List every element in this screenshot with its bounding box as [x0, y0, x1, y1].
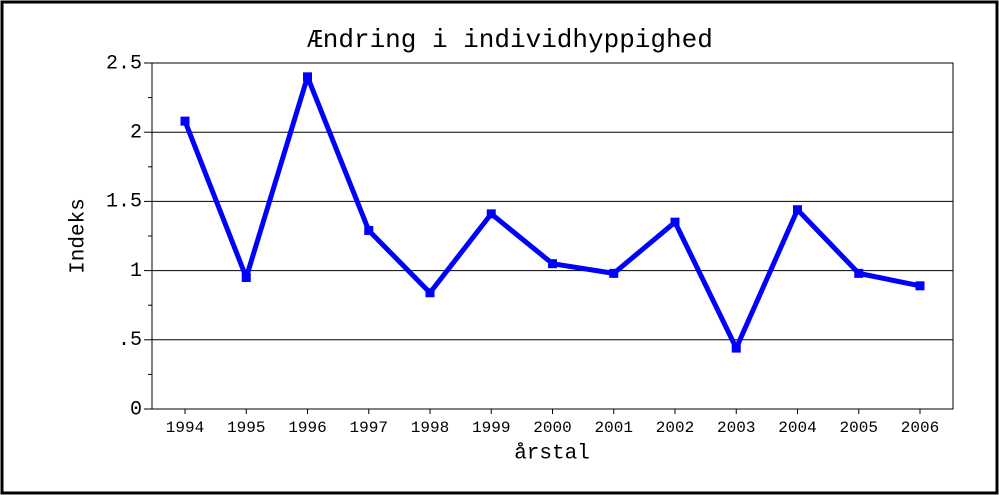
- data-point: [241, 273, 251, 283]
- x-tick-label: 1997: [350, 419, 388, 437]
- x-tick-label: 2001: [595, 419, 633, 437]
- y-tick-label: 1.5: [106, 191, 142, 214]
- data-point: [915, 281, 925, 291]
- x-tick-label: 2004: [778, 419, 816, 437]
- y-tick-label: .5: [118, 329, 142, 352]
- x-tick-label: 1995: [227, 419, 265, 437]
- x-tick-label: 2000: [533, 419, 571, 437]
- x-tick-label: 2005: [840, 419, 878, 437]
- x-axis-label: årstal: [514, 443, 590, 466]
- y-tick-label: 0: [130, 398, 142, 421]
- x-tick-label: 2003: [717, 419, 755, 437]
- x-tick-label: 2006: [901, 419, 939, 437]
- data-point: [425, 288, 435, 298]
- x-tick-label: 2002: [656, 419, 694, 437]
- y-axis-label: Indeks: [68, 198, 91, 274]
- data-point: [303, 72, 312, 82]
- data-point: [180, 116, 190, 126]
- chart-title: Ændring i individhyppighed: [307, 25, 713, 55]
- x-tick-label: 1996: [288, 419, 326, 437]
- data-point: [548, 259, 557, 269]
- y-tick-label: 2.5: [106, 52, 142, 75]
- x-tick-label: 1994: [166, 419, 204, 437]
- x-tick-label: 1999: [472, 419, 510, 437]
- data-point: [854, 268, 864, 278]
- y-tick-label: 1: [130, 260, 142, 283]
- data-point: [731, 343, 741, 353]
- x-tick-label: 1998: [411, 419, 449, 437]
- data-point: [609, 268, 619, 278]
- y-tick-label: 2: [130, 121, 142, 144]
- data-point: [793, 205, 802, 215]
- data-point: [364, 225, 374, 235]
- data-point: [670, 217, 680, 227]
- data-point: [486, 209, 496, 219]
